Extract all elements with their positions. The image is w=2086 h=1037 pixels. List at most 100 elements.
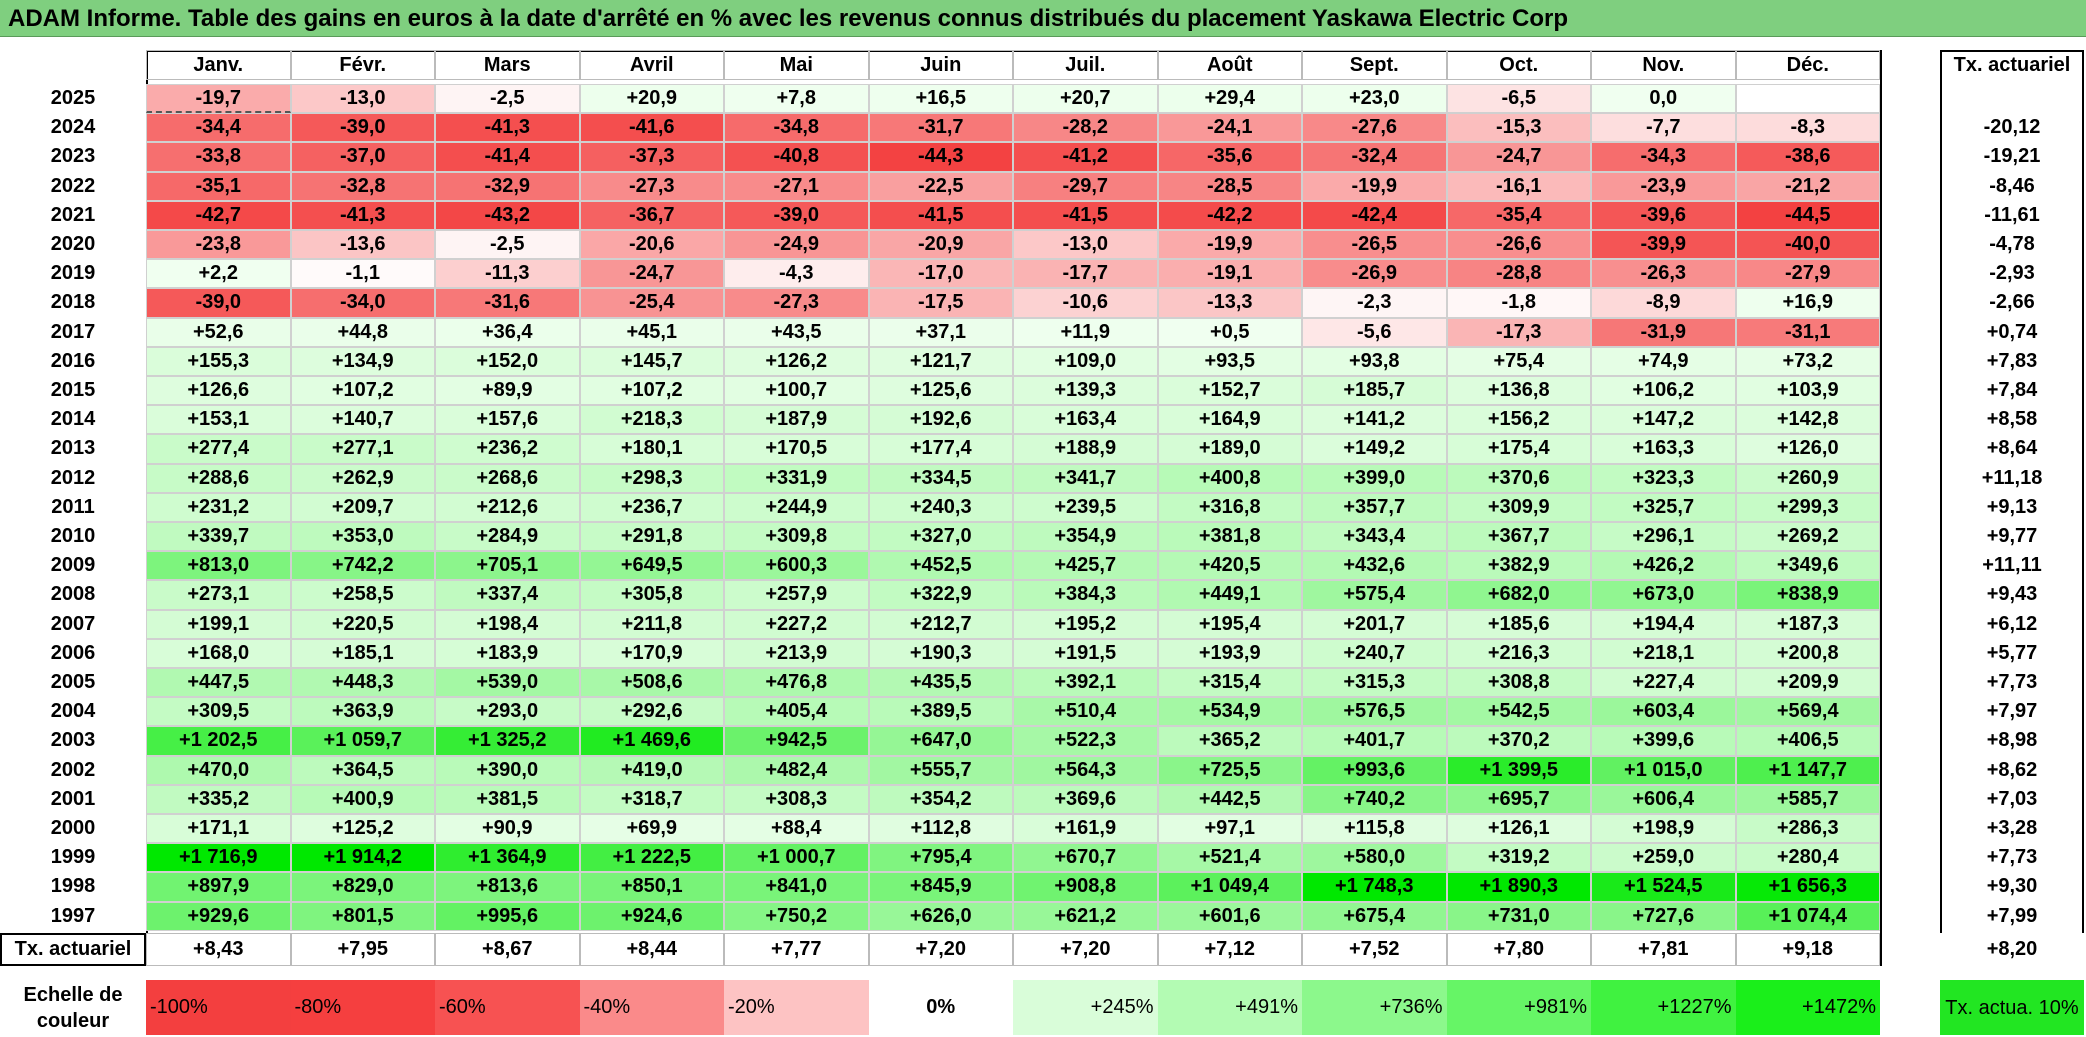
heatmap-cell: +125,6 (868, 376, 1013, 406)
rate-cell: +0,74 (1986, 320, 2038, 343)
heatmap-cell: +284,9 (435, 522, 580, 552)
heatmap-cell: +331,9 (724, 463, 869, 493)
heatmap-cell: +149,2 (1302, 434, 1447, 464)
heatmap-cell: -41,5 (1013, 200, 1158, 230)
heatmap-cell: +1 524,5 (1591, 872, 1736, 902)
heatmap-cell: +288,6 (146, 463, 291, 493)
heatmap-cell: -39,0 (146, 288, 291, 318)
heatmap-cell: +280,4 (1735, 843, 1880, 873)
heatmap-cell: -4,3 (724, 259, 869, 289)
heatmap-cell: +1 890,3 (1446, 872, 1591, 902)
year-label: 2008 (50, 583, 96, 606)
heatmap-cell: +576,5 (1302, 697, 1447, 727)
heatmap-cell: -2,5 (435, 230, 580, 260)
heatmap-cell: -24,7 (579, 259, 724, 289)
rate-cell: +8,98 (1986, 729, 2038, 752)
heatmap-cell: -8,3 (1735, 113, 1880, 143)
heatmap-cell: +180,1 (579, 434, 724, 464)
heatmap-cell: +164,9 (1157, 405, 1302, 435)
heatmap-cell: -1,1 (290, 259, 435, 289)
heatmap-cell: -26,3 (1591, 259, 1736, 289)
footer-rate-cell: +8,43 (146, 933, 291, 966)
heatmap-cell: +103,9 (1735, 376, 1880, 406)
heatmap-cell: -44,5 (1735, 200, 1880, 230)
footer-rate-cell: +8,67 (435, 933, 580, 966)
heatmap-cell: +673,0 (1591, 580, 1736, 610)
heatmap-cell: +363,9 (290, 697, 435, 727)
rate-cell: +5,77 (1986, 641, 2038, 664)
heatmap-cell: +1 914,2 (290, 843, 435, 873)
footer-rate-cell: +7,77 (724, 933, 869, 966)
heatmap-cell: -25,4 (579, 288, 724, 318)
heatmap-cell: +194,4 (1591, 609, 1736, 639)
scale-swatch: +1227% (1591, 980, 1736, 1035)
heatmap-cell: +649,5 (579, 551, 724, 581)
heatmap-cell: +115,8 (1302, 814, 1447, 844)
heatmap-cell: +100,7 (724, 376, 869, 406)
month-header: Mars (435, 50, 580, 80)
heatmap-cell: +841,0 (724, 872, 869, 902)
heatmap-cell: +262,9 (290, 463, 435, 493)
heatmap-cell: +97,1 (1157, 814, 1302, 844)
month-header: Août (1157, 50, 1302, 80)
heatmap-cell: -35,6 (1157, 142, 1302, 172)
heatmap-cell: +442,5 (1157, 784, 1302, 814)
heatmap-cell: +44,8 (290, 317, 435, 347)
heatmap-cell: -41,2 (1013, 142, 1158, 172)
rate-cell: +3,28 (1986, 817, 2038, 840)
heatmap-cell: +240,3 (868, 492, 1013, 522)
year-label: 2025 (50, 87, 96, 110)
heatmap-cell: +482,4 (724, 755, 869, 785)
heatmap-cell: +153,1 (146, 405, 291, 435)
heatmap-cell: +200,8 (1735, 638, 1880, 668)
heatmap-cell: +163,3 (1591, 434, 1736, 464)
heatmap-cell: +449,1 (1157, 580, 1302, 610)
year-label: 2023 (50, 145, 96, 168)
heatmap-cell: -31,7 (868, 113, 1013, 143)
heatmap-cell: +198,4 (435, 609, 580, 639)
heatmap-cell: +838,9 (1735, 580, 1880, 610)
rate-cell: +6,12 (1986, 612, 2038, 635)
heatmap-cell: +705,1 (435, 551, 580, 581)
heatmap-cell: -5,6 (1302, 317, 1447, 347)
heatmap-cell: +339,7 (146, 522, 291, 552)
heatmap-cell: -41,6 (579, 113, 724, 143)
heatmap-cell: +725,5 (1157, 755, 1302, 785)
footer-rate-cell: +7,52 (1302, 933, 1447, 966)
heatmap-cell: -24,7 (1446, 142, 1591, 172)
heatmap-cell: +405,4 (724, 697, 869, 727)
heatmap-cell: +318,7 (579, 784, 724, 814)
scale-swatch: -60% (435, 980, 580, 1035)
heatmap-cell: +293,0 (435, 697, 580, 727)
heatmap-cell: +43,5 (724, 317, 869, 347)
heatmap-cell: +269,2 (1735, 522, 1880, 552)
heatmap-cell: +364,5 (290, 755, 435, 785)
heatmap-cell: -34,4 (146, 113, 291, 143)
heatmap-cell: +209,7 (290, 492, 435, 522)
scale-swatch: -40% (579, 980, 724, 1035)
heatmap-cell: +156,2 (1446, 405, 1591, 435)
heatmap-cell: -17,0 (868, 259, 1013, 289)
heatmap-cell: +195,4 (1157, 609, 1302, 639)
heatmap-cell: +435,5 (868, 668, 1013, 698)
heatmap-cell: +432,6 (1302, 551, 1447, 581)
heatmap-cell: +69,9 (579, 814, 724, 844)
heatmap-cell: +370,6 (1446, 463, 1591, 493)
heatmap-cell: +171,1 (146, 814, 291, 844)
heatmap-cell: +291,8 (579, 522, 724, 552)
heatmap-cell: +315,4 (1157, 668, 1302, 698)
footer-total-rate: +8,20 (1940, 933, 2084, 966)
heatmap-cell: +193,9 (1157, 638, 1302, 668)
heatmap-cell: +476,8 (724, 668, 869, 698)
heatmap-cell: +189,0 (1157, 434, 1302, 464)
heatmap-cell: +220,5 (290, 609, 435, 639)
year-label: 2014 (50, 408, 96, 431)
heatmap-cell: -17,5 (868, 288, 1013, 318)
heatmap-cell: +0,5 (1157, 317, 1302, 347)
heatmap-cell: -23,9 (1591, 171, 1736, 201)
heatmap-cell: +600,3 (724, 551, 869, 581)
heatmap-cell: +185,6 (1446, 609, 1591, 639)
heatmap-cell: +107,2 (579, 376, 724, 406)
heatmap-cell: +319,2 (1446, 843, 1591, 873)
